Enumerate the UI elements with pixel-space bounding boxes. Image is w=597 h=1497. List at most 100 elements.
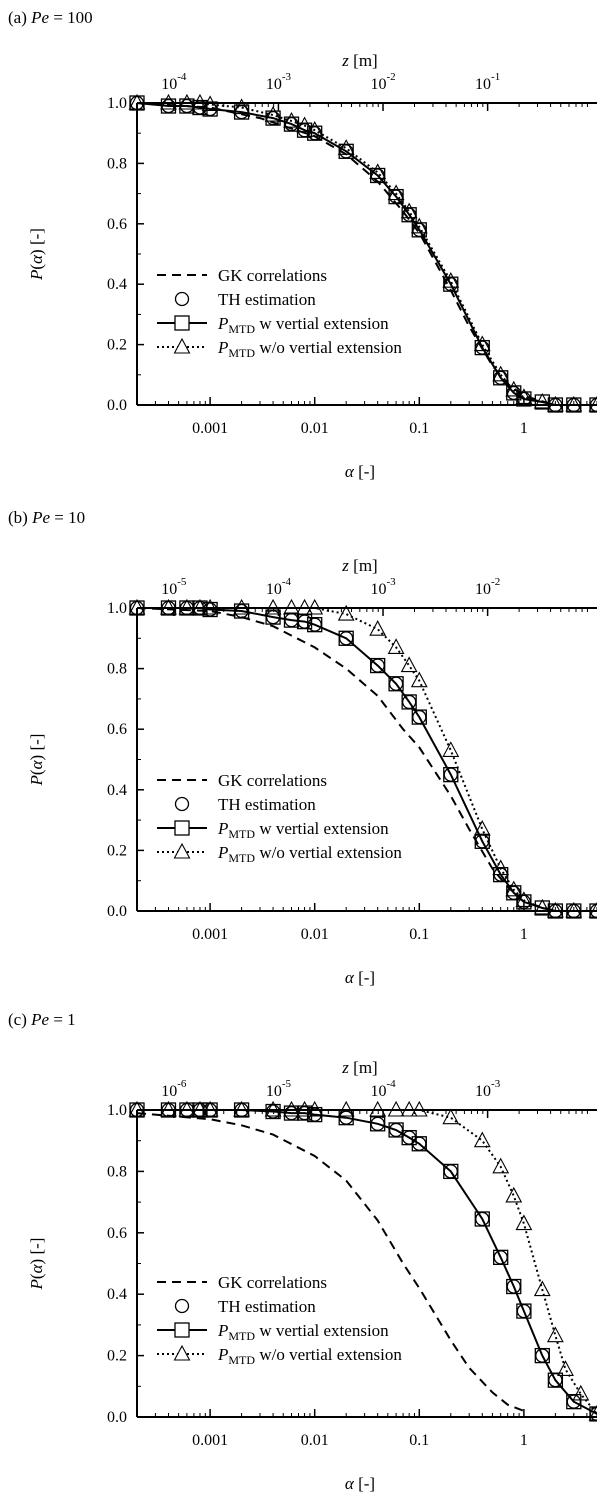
data-point-triangle	[442, 1108, 460, 1125]
top-axis-title: z [m]	[341, 556, 377, 575]
data-point-triangle	[410, 671, 428, 688]
data-point-triangle	[160, 598, 177, 615]
data-point-square	[401, 694, 417, 710]
panel-prefix: (b)	[8, 508, 32, 527]
data-point-square	[307, 617, 323, 633]
data-point-triangle	[160, 1100, 177, 1117]
series-line-solid	[136, 102, 597, 406]
legend-label: PMTD w vertial extension	[217, 314, 389, 336]
legend-label-sub: MTD	[228, 851, 255, 865]
legend-label-text: TH estimation	[218, 290, 316, 309]
data-point-triangle	[264, 1100, 282, 1117]
data-point-triangle	[296, 1100, 313, 1117]
y-tick-label: 1.0	[107, 95, 127, 112]
legend-marker-square	[174, 820, 190, 836]
data-point-triangle	[515, 891, 533, 907]
top-axis-var: z	[341, 1058, 349, 1077]
data-point-triangle	[337, 139, 355, 155]
top-tick-exp: -1	[491, 71, 500, 83]
y-axis-paren: (	[27, 1273, 46, 1279]
data-point-square	[443, 767, 459, 783]
series-line-dashed	[136, 1112, 525, 1412]
legend-label-sub: MTD	[228, 346, 255, 360]
data-point-triangle	[505, 380, 523, 397]
data-point-square	[296, 613, 313, 630]
top-tick-label: 10-3	[370, 576, 396, 598]
data-point-square	[474, 339, 490, 356]
panel-value: = 1	[49, 1010, 76, 1029]
top-axis-var: z	[341, 556, 349, 575]
legend-label-text: GK correlations	[218, 266, 327, 285]
data-point-triangle	[128, 1100, 146, 1117]
y-axis-paren: (	[27, 769, 46, 775]
data-point-square	[307, 125, 323, 141]
legend-label: PMTD w/o vertial extension	[217, 338, 402, 360]
x-axis-var: α	[345, 1474, 355, 1493]
data-point-square	[493, 370, 509, 386]
data-point-square	[265, 1103, 281, 1120]
data-point-square	[265, 609, 281, 625]
data-point-square	[411, 1136, 427, 1152]
data-point-triangle	[306, 121, 324, 137]
legend-label-main: P	[217, 843, 228, 862]
data-point-triangle	[473, 335, 491, 352]
data-point-triangle	[201, 598, 219, 615]
legend-label-text: GK correlations	[218, 1273, 327, 1292]
data-point-triangle	[565, 395, 583, 412]
series-line-dotted	[137, 607, 597, 912]
y-tick-label: 1.0	[107, 600, 127, 617]
data-point-triangle	[442, 272, 460, 288]
x-tick-label: 0.001	[192, 1432, 228, 1449]
x-axis-unit: [-]	[354, 462, 375, 481]
data-point-square	[411, 709, 427, 725]
top-tick-base: 10	[266, 1083, 282, 1100]
x-tick-label: 0.1	[409, 420, 429, 437]
series-line-dotted	[137, 102, 597, 406]
data-point-square	[233, 603, 250, 619]
top-tick-exp: -4	[282, 576, 292, 588]
top-axis-title: z [m]	[341, 51, 377, 70]
top-tick-label: 10-5	[266, 1078, 292, 1100]
x-tick-label: 1	[520, 926, 528, 943]
data-point-triangle	[442, 741, 460, 757]
data-point-triangle	[178, 93, 196, 110]
legend-label: PMTD w/o vertial extension	[217, 843, 402, 865]
top-tick-exp: -5	[282, 1078, 292, 1090]
top-tick-base: 10	[370, 76, 386, 93]
top-tick-label: 10-1	[475, 71, 500, 93]
data-point-triangle	[557, 1360, 574, 1376]
x-tick-label: 0.1	[409, 926, 429, 943]
data-point-triangle	[233, 598, 251, 615]
y-tick-label: 0.0	[107, 397, 127, 414]
top-tick-label: 10-4	[161, 71, 187, 93]
data-point-square	[516, 391, 532, 407]
y-axis-arg: α	[27, 1263, 46, 1273]
legend-label-rest: w/o vertial extension	[255, 843, 402, 862]
data-point-square	[388, 676, 404, 692]
legend-marker-circle	[174, 1298, 190, 1314]
data-point-square	[474, 1211, 490, 1227]
top-tick-exp: -5	[177, 576, 187, 588]
x-tick-label: 0.01	[301, 420, 329, 437]
x-tick-label: 1	[520, 1432, 528, 1449]
legend-label: GK correlations	[218, 1273, 327, 1292]
legend-label-rest: w vertial extension	[255, 819, 389, 838]
legend-label-main: P	[217, 819, 228, 838]
data-point-triangle	[296, 116, 313, 133]
top-axis-unit: [m]	[349, 556, 378, 575]
y-axis-title: P(α) [-]	[27, 1238, 46, 1291]
legend-label: TH estimation	[218, 795, 316, 814]
data-point-triangle	[473, 1131, 491, 1148]
x-axis-title: α [-]	[345, 968, 375, 987]
y-tick-label: 0.8	[107, 1163, 127, 1180]
y-tick-label: 0.8	[107, 155, 127, 172]
data-point-square	[589, 1406, 597, 1422]
y-tick-label: 0.4	[107, 1286, 127, 1303]
data-point-square	[338, 1110, 354, 1126]
y-tick-label: 0.4	[107, 276, 127, 293]
top-tick-exp: -3	[282, 71, 292, 83]
legend-label-rest: w/o vertial extension	[255, 338, 402, 357]
legend-label: PMTD w vertial extension	[217, 819, 389, 841]
